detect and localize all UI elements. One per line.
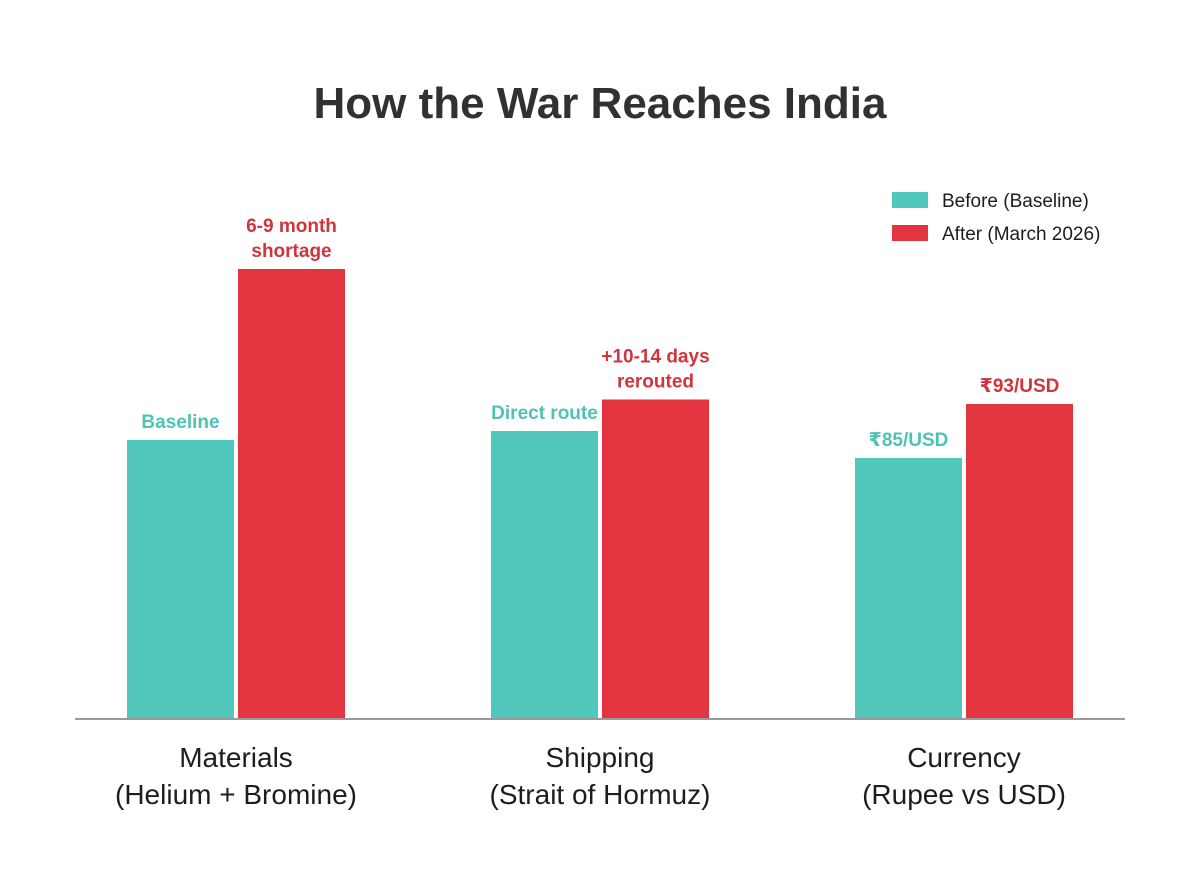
bars: Baseline 6-9 month shortage Direct route +10…	[127, 216, 1073, 719]
legend: Before (Baseline) After (March 2026)	[892, 191, 1100, 245]
data-label: ₹85/USD	[869, 430, 949, 451]
bar-before	[491, 431, 598, 719]
data-label: shortage	[251, 241, 331, 262]
data-label: 6-9 month	[246, 216, 337, 237]
data-label: rerouted	[617, 372, 694, 393]
category-label: (Strait of Hormuz)	[490, 779, 711, 810]
legend-label: After (March 2026)	[942, 224, 1100, 245]
legend-label: Before (Baseline)	[942, 191, 1089, 212]
data-label: Baseline	[141, 412, 219, 433]
category-label: (Helium + Bromine)	[115, 779, 357, 810]
chart-title: How the War Reaches India	[314, 79, 887, 128]
bar-after	[602, 399, 709, 719]
bar-before	[855, 458, 962, 719]
data-label: ₹93/USD	[980, 376, 1060, 397]
bar-before	[127, 440, 234, 719]
category-label: Materials	[179, 742, 293, 773]
category-labels: Materials (Helium + Bromine) Shipping (Stra…	[115, 742, 1066, 810]
category-label: (Rupee vs USD)	[862, 779, 1066, 810]
data-label: Direct route	[491, 403, 598, 424]
legend-swatch	[892, 225, 928, 241]
legend-swatch	[892, 192, 928, 208]
category-label: Shipping	[546, 742, 655, 773]
data-label: +10-14 days	[601, 347, 709, 368]
category-label: Currency	[907, 742, 1021, 773]
bar-after	[238, 269, 345, 719]
bar-after	[966, 404, 1073, 719]
